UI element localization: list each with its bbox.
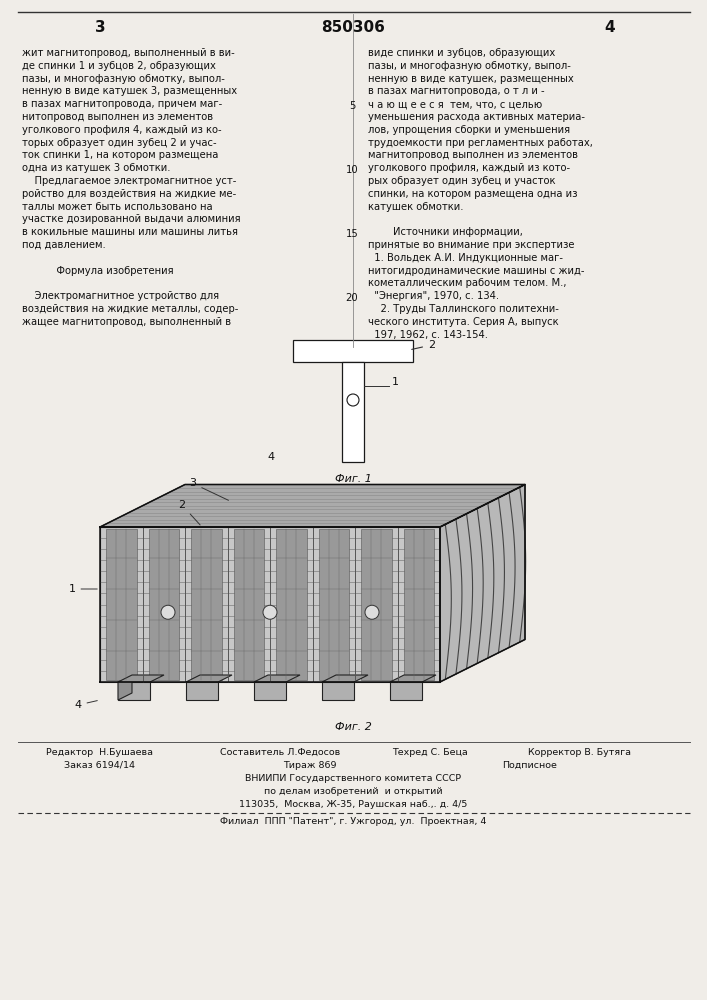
Polygon shape <box>186 675 232 682</box>
Polygon shape <box>276 529 307 680</box>
Text: жит магнитопровод, выполненный в ви-: жит магнитопровод, выполненный в ви- <box>22 48 235 58</box>
Text: по делам изобретений  и открытий: по делам изобретений и открытий <box>264 787 443 796</box>
Polygon shape <box>318 529 349 680</box>
Polygon shape <box>254 682 286 700</box>
Text: в пазах магнитопровода, о т л и -: в пазах магнитопровода, о т л и - <box>368 86 544 96</box>
Polygon shape <box>322 675 368 682</box>
Text: Источники информации,: Источники информации, <box>368 227 523 237</box>
Text: 10: 10 <box>346 165 358 175</box>
Text: 2: 2 <box>411 340 435 350</box>
Text: уголкового профиля, каждый из кото-: уголкового профиля, каждый из кото- <box>368 163 570 173</box>
Text: под давлением.: под давлением. <box>22 240 106 250</box>
Text: таллы может быть использовано на: таллы может быть использовано на <box>22 202 213 212</box>
Text: участке дозированной выдачи алюминия: участке дозированной выдачи алюминия <box>22 214 240 224</box>
Text: ческого института. Серия А, выпуск: ческого института. Серия А, выпуск <box>368 317 559 327</box>
Text: Составитель Л.Федосов: Составитель Л.Федосов <box>220 748 340 757</box>
Text: уменьшения расхода активных материа-: уменьшения расхода активных материа- <box>368 112 585 122</box>
Polygon shape <box>440 485 525 682</box>
Text: 1: 1 <box>69 584 98 594</box>
Bar <box>342 362 364 462</box>
Text: 850306: 850306 <box>321 20 385 35</box>
Text: 113035,  Москва, Ж-35, Раушская наб.,. д. 4/5: 113035, Москва, Ж-35, Раушская наб.,. д.… <box>239 800 467 809</box>
Text: Филиал  ППП "Патент", г. Ужгород, ул.  Проектная, 4: Филиал ППП "Патент", г. Ужгород, ул. Про… <box>220 817 486 826</box>
Text: Фиг. 2: Фиг. 2 <box>334 722 371 732</box>
Polygon shape <box>186 682 218 700</box>
Polygon shape <box>233 529 264 680</box>
Polygon shape <box>100 485 525 527</box>
Text: ч а ю щ е е с я  тем, что, с целью: ч а ю щ е е с я тем, что, с целью <box>368 99 542 109</box>
Bar <box>293 340 413 362</box>
Polygon shape <box>390 682 422 700</box>
Polygon shape <box>191 529 221 680</box>
Text: кометаллическим рабочим телом. М.,: кометаллическим рабочим телом. М., <box>368 278 566 288</box>
Text: Формула изобретения: Формула изобретения <box>22 266 174 276</box>
Text: пазы, и многофазную обмотку, выпол-: пазы, и многофазную обмотку, выпол- <box>22 74 225 84</box>
Text: воздействия на жидкие металлы, содер-: воздействия на жидкие металлы, содер- <box>22 304 238 314</box>
Text: Тираж 869: Тираж 869 <box>284 761 337 770</box>
Text: Корректор В. Бутяга: Корректор В. Бутяга <box>529 748 631 757</box>
Text: катушек обмотки.: катушек обмотки. <box>368 202 464 212</box>
Polygon shape <box>322 682 354 700</box>
Text: 2. Труды Таллинского политехни-: 2. Труды Таллинского политехни- <box>368 304 559 314</box>
Text: виде спинки и зубцов, образующих: виде спинки и зубцов, образующих <box>368 48 555 58</box>
Polygon shape <box>118 675 164 682</box>
Text: в пазах магнитопровода, причем маг-: в пазах магнитопровода, причем маг- <box>22 99 222 109</box>
Polygon shape <box>100 527 440 682</box>
Text: 3: 3 <box>95 20 105 35</box>
Polygon shape <box>148 529 179 680</box>
Text: рых образует один зубец и участок: рых образует один зубец и участок <box>368 176 556 186</box>
Circle shape <box>347 394 359 406</box>
Text: пазы, и многофазную обмотку, выпол-: пазы, и многофазную обмотку, выпол- <box>368 61 571 71</box>
Polygon shape <box>254 675 300 682</box>
Text: Подписное: Подписное <box>503 761 557 770</box>
Text: Редактор  Н.Бушаева: Редактор Н.Бушаева <box>47 748 153 757</box>
Text: 20: 20 <box>346 293 358 303</box>
Text: "Энергия", 1970, с. 134.: "Энергия", 1970, с. 134. <box>368 291 499 301</box>
Polygon shape <box>390 675 436 682</box>
Text: Заказ 6194/14: Заказ 6194/14 <box>64 761 136 770</box>
Text: 4: 4 <box>604 20 615 35</box>
Text: 197, 1962, с. 143-154.: 197, 1962, с. 143-154. <box>368 330 488 340</box>
Polygon shape <box>106 529 136 680</box>
Text: 4: 4 <box>268 452 275 462</box>
Circle shape <box>161 605 175 619</box>
Text: уголкового профиля 4, каждый из ко-: уголкового профиля 4, каждый из ко- <box>22 125 221 135</box>
Polygon shape <box>404 529 434 680</box>
Text: принятые во внимание при экспертизе: принятые во внимание при экспертизе <box>368 240 575 250</box>
Text: трудоемкости при регламентных работах,: трудоемкости при регламентных работах, <box>368 138 593 148</box>
Text: де спинки 1 и зубцов 2, образующих: де спинки 1 и зубцов 2, образующих <box>22 61 216 71</box>
Text: одна из катушек 3 обмотки.: одна из катушек 3 обмотки. <box>22 163 170 173</box>
Text: ток спинки 1, на котором размещена: ток спинки 1, на котором размещена <box>22 150 218 160</box>
Polygon shape <box>118 675 132 700</box>
Text: 4: 4 <box>74 700 98 710</box>
Text: Предлагаемое электромагнитное уст-: Предлагаемое электромагнитное уст- <box>22 176 236 186</box>
Text: лов, упрощения сборки и уменьшения: лов, упрощения сборки и уменьшения <box>368 125 570 135</box>
Text: Электромагнитное устройство для: Электромагнитное устройство для <box>22 291 219 301</box>
Text: ненную в виде катушек 3, размещенных: ненную в виде катушек 3, размещенных <box>22 86 237 96</box>
Text: ройство для воздействия на жидкие ме-: ройство для воздействия на жидкие ме- <box>22 189 236 199</box>
Text: магнитопровод выполнен из элементов: магнитопровод выполнен из элементов <box>368 150 578 160</box>
Text: нитопровод выполнен из элементов: нитопровод выполнен из элементов <box>22 112 213 122</box>
Text: 3: 3 <box>189 479 228 500</box>
Polygon shape <box>118 682 150 700</box>
Polygon shape <box>361 529 392 680</box>
Text: торых образует один зубец 2 и учас-: торых образует один зубец 2 и учас- <box>22 138 216 148</box>
Text: 2: 2 <box>178 500 200 525</box>
Text: ВНИИПИ Государственного комитета СССР: ВНИИПИ Государственного комитета СССР <box>245 774 461 783</box>
Text: 5: 5 <box>349 101 355 111</box>
Text: спинки, на котором размещена одна из: спинки, на котором размещена одна из <box>368 189 578 199</box>
Circle shape <box>263 605 277 619</box>
Text: нитогидродинамические машины с жид-: нитогидродинамические машины с жид- <box>368 266 585 276</box>
Text: Фиг. 1: Фиг. 1 <box>334 474 371 484</box>
Text: 1. Вольдек А.И. Индукционные маг-: 1. Вольдек А.И. Индукционные маг- <box>368 253 563 263</box>
Circle shape <box>365 605 379 619</box>
Text: в кокильные машины или машины литья: в кокильные машины или машины литья <box>22 227 238 237</box>
Text: ненную в виде катушек, размещенных: ненную в виде катушек, размещенных <box>368 74 574 84</box>
Text: Техред С. Беца: Техред С. Беца <box>392 748 468 757</box>
Text: 1: 1 <box>392 377 399 387</box>
Text: жащее магнитопровод, выполненный в: жащее магнитопровод, выполненный в <box>22 317 231 327</box>
Text: 15: 15 <box>346 229 358 239</box>
